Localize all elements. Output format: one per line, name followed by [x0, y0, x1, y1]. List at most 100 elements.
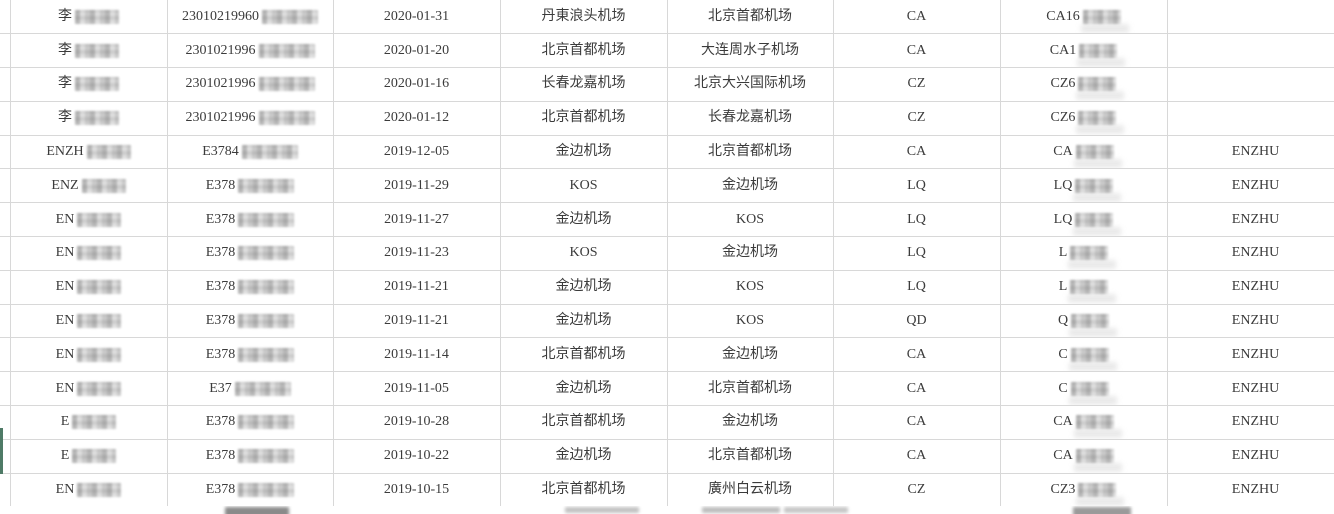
passenger-name-cell[interactable]: 李	[9, 100, 168, 136]
tag-cell[interactable]: ENZHU	[1166, 438, 1334, 474]
airline-code-cell[interactable]: QD	[832, 303, 1001, 339]
id-number-cell[interactable]: E378	[166, 168, 334, 204]
table-row[interactable]: EN E378 2019-11-14 北京首都机场 金边机场 CA C E	[0, 337, 1334, 373]
arrival-airport-cell[interactable]: 金边机场	[666, 337, 834, 373]
passenger-name-cell[interactable]: 李	[9, 0, 168, 35]
airline-code-cell[interactable]: LQ	[832, 168, 1001, 204]
passenger-name-cell[interactable]: 李	[9, 67, 168, 102]
flight-date-cell[interactable]: 2019-11-21	[332, 269, 501, 305]
tag-cell[interactable]	[1166, 67, 1334, 102]
flight-date-cell[interactable]: 2020-01-16	[332, 67, 501, 102]
airline-code-cell[interactable]: LQ	[832, 236, 1001, 271]
airline-code-cell[interactable]: CZ	[832, 472, 1001, 508]
tag-cell[interactable]: ENZHU	[1166, 337, 1334, 373]
id-number-cell[interactable]: E37	[166, 371, 334, 407]
id-number-cell[interactable]: E378	[166, 405, 334, 440]
airline-code-cell[interactable]: LQ	[832, 202, 1001, 238]
airline-code-cell[interactable]: CA	[832, 134, 1001, 170]
table-row[interactable]: ENZ E378 2019-11-29 KOS 金边机场 LQ LQ EN	[0, 168, 1334, 204]
arrival-airport-cell[interactable]: 金边机场	[666, 236, 834, 271]
flight-date-cell[interactable]: 2019-10-15	[332, 472, 501, 508]
flight-date-cell[interactable]: 2019-11-23	[332, 236, 501, 271]
id-number-cell[interactable]: E378	[166, 303, 334, 339]
tag-cell[interactable]	[1166, 100, 1334, 136]
tag-cell[interactable]: ENZHU	[1166, 134, 1334, 170]
passenger-name-cell[interactable]: E	[9, 438, 168, 474]
passenger-name-cell[interactable]: ENZH	[9, 134, 168, 170]
id-number-cell[interactable]: E378	[166, 438, 334, 474]
departure-airport-cell[interactable]: 丹東浪头机场	[499, 0, 668, 35]
flight-date-cell[interactable]: 2019-11-14	[332, 337, 501, 373]
departure-airport-cell[interactable]: 金边机场	[499, 134, 668, 170]
departure-airport-cell[interactable]: 金边机场	[499, 303, 668, 339]
table-row[interactable]: 李 2301021996 2020-01-16 长春龙嘉机场 北京大兴国际机场 …	[0, 67, 1334, 102]
flight-date-cell[interactable]: 2019-11-27	[332, 202, 501, 238]
tag-cell[interactable]: ENZHU	[1166, 303, 1334, 339]
tag-cell[interactable]	[1166, 0, 1334, 35]
flight-number-cell[interactable]: CA	[999, 134, 1168, 170]
passenger-name-cell[interactable]: EN	[9, 371, 168, 407]
flight-date-cell[interactable]: 2019-11-05	[332, 371, 501, 407]
airline-code-cell[interactable]: LQ	[832, 269, 1001, 305]
departure-airport-cell[interactable]: 北京首都机场	[499, 405, 668, 440]
flight-date-cell[interactable]: 2019-11-29	[332, 168, 501, 204]
flight-number-cell[interactable]: CZ3	[999, 472, 1168, 508]
passenger-name-cell[interactable]: EN	[9, 303, 168, 339]
table-row[interactable]: 李 23010219960 2020-01-31 丹東浪头机场 北京首都机场 C…	[0, 0, 1334, 35]
table-row[interactable]: ENZH E3784 2019-12-05 金边机场 北京首都机场 CA CA	[0, 134, 1334, 170]
table-row[interactable]: EN E37 2019-11-05 金边机场 北京首都机场 CA C EN	[0, 371, 1334, 407]
table-row[interactable]: EN E378 2019-11-27 金边机场 KOS LQ LQ ENZ	[0, 202, 1334, 238]
departure-airport-cell[interactable]: 北京首都机场	[499, 337, 668, 373]
airline-code-cell[interactable]: CA	[832, 33, 1001, 69]
arrival-airport-cell[interactable]: KOS	[666, 303, 834, 339]
flight-number-cell[interactable]: C	[999, 337, 1168, 373]
id-number-cell[interactable]: E378	[166, 337, 334, 373]
flight-number-cell[interactable]: CZ6	[999, 100, 1168, 136]
departure-airport-cell[interactable]: 金边机场	[499, 269, 668, 305]
flight-number-cell[interactable]: CA	[999, 438, 1168, 474]
passenger-name-cell[interactable]: EN	[9, 236, 168, 271]
departure-airport-cell[interactable]: 金边机场	[499, 202, 668, 238]
flight-number-cell[interactable]: L	[999, 269, 1168, 305]
departure-airport-cell[interactable]: KOS	[499, 168, 668, 204]
arrival-airport-cell[interactable]: 北京首都机场	[666, 0, 834, 35]
departure-airport-cell[interactable]: 金边机场	[499, 371, 668, 407]
airline-code-cell[interactable]: CA	[832, 337, 1001, 373]
id-number-cell[interactable]: 2301021996	[166, 33, 334, 69]
flight-date-cell[interactable]: 2020-01-20	[332, 33, 501, 69]
id-number-cell[interactable]: E3784	[166, 134, 334, 170]
tag-cell[interactable]	[1166, 33, 1334, 69]
tag-cell[interactable]: ENZHU	[1166, 371, 1334, 407]
airline-code-cell[interactable]: CA	[832, 405, 1001, 440]
passenger-name-cell[interactable]: EN	[9, 202, 168, 238]
id-number-cell[interactable]: 23010219960	[166, 0, 334, 35]
departure-airport-cell[interactable]: 长春龙嘉机场	[499, 67, 668, 102]
flight-number-cell[interactable]: LQ	[999, 202, 1168, 238]
arrival-airport-cell[interactable]: 金边机场	[666, 405, 834, 440]
id-number-cell[interactable]: E378	[166, 236, 334, 271]
table-row[interactable]: EN E378 2019-11-23 KOS 金边机场 LQ L ENZH	[0, 236, 1334, 271]
tag-cell[interactable]: ENZHU	[1166, 472, 1334, 508]
flight-number-cell[interactable]: C	[999, 371, 1168, 407]
departure-airport-cell[interactable]: 北京首都机场	[499, 33, 668, 69]
tag-cell[interactable]: ENZHU	[1166, 202, 1334, 238]
table-row[interactable]: 李 2301021996 2020-01-20 北京首都机场 大连周水子机场 C…	[0, 33, 1334, 69]
flight-number-cell[interactable]: LQ	[999, 168, 1168, 204]
airline-code-cell[interactable]: CA	[832, 438, 1001, 474]
table-row[interactable]: EN E378 2019-10-15 北京首都机场 廣州白云机场 CZ CZ3	[0, 472, 1334, 508]
departure-airport-cell[interactable]: KOS	[499, 236, 668, 271]
passenger-name-cell[interactable]: EN	[9, 472, 168, 508]
passenger-name-cell[interactable]: ENZ	[9, 168, 168, 204]
flight-number-cell[interactable]: CA	[999, 405, 1168, 440]
flight-number-cell[interactable]: L	[999, 236, 1168, 271]
flight-date-cell[interactable]: 2019-10-28	[332, 405, 501, 440]
flight-date-cell[interactable]: 2019-11-21	[332, 303, 501, 339]
arrival-airport-cell[interactable]: 金边机场	[666, 168, 834, 204]
id-number-cell[interactable]: E378	[166, 269, 334, 305]
id-number-cell[interactable]: E378	[166, 202, 334, 238]
flight-date-cell[interactable]: 2019-12-05	[332, 134, 501, 170]
arrival-airport-cell[interactable]: 廣州白云机场	[666, 472, 834, 508]
airline-code-cell[interactable]: CZ	[832, 100, 1001, 136]
arrival-airport-cell[interactable]: 北京大兴国际机场	[666, 67, 834, 102]
arrival-airport-cell[interactable]: 北京首都机场	[666, 438, 834, 474]
